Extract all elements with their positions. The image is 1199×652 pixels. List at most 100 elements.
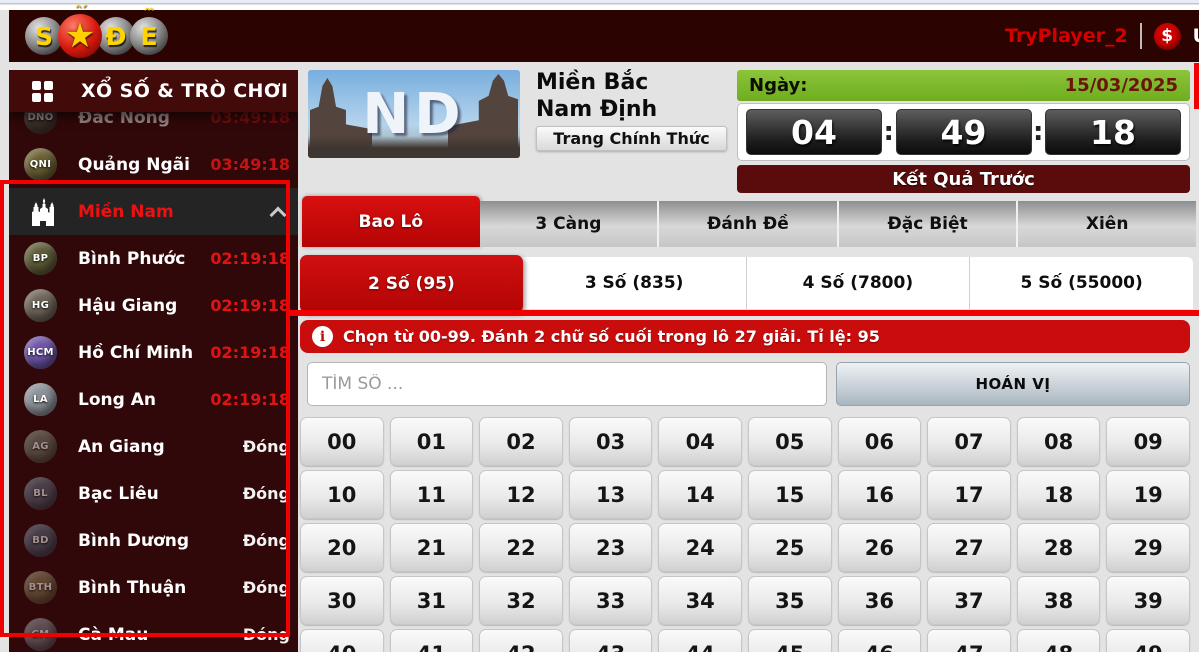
sidebar-section-mien-nam[interactable]: Miền Nam: [9, 188, 298, 235]
sidebar-province-item[interactable]: HG Hậu Giang 02:19:18: [9, 282, 298, 329]
province-status: Đóng: [242, 578, 290, 597]
username[interactable]: TryPlayer_2: [1005, 25, 1128, 47]
cathedral-base: [308, 136, 520, 158]
sidebar-province-item[interactable]: QNI Quảng Ngãi 03:49:18: [9, 141, 298, 188]
number-cell[interactable]: 00: [300, 417, 384, 466]
number-cell[interactable]: 44: [658, 629, 742, 652]
number-cell[interactable]: 45: [747, 629, 832, 652]
number-cell[interactable]: 15: [747, 470, 832, 519]
number-cell[interactable]: 31: [389, 576, 474, 625]
permute-button[interactable]: HOÁN VỊ: [836, 362, 1190, 406]
number-cell[interactable]: 01: [389, 417, 474, 466]
sidebar-province-item[interactable]: HCM Hồ Chí Minh 02:19:18: [9, 329, 298, 376]
number-cell[interactable]: 05: [747, 417, 832, 466]
number-cell[interactable]: 12: [479, 470, 563, 519]
number-cell[interactable]: 14: [658, 470, 742, 519]
number-cell[interactable]: 03: [568, 417, 653, 466]
digit-count-subtab[interactable]: 5 Số (55000): [970, 257, 1193, 309]
bet-type-tab[interactable]: 3 Càng: [479, 201, 660, 247]
province-badge-icon: BTH: [24, 571, 57, 604]
number-cell[interactable]: 17: [927, 470, 1011, 519]
province-name: An Giang: [78, 436, 165, 457]
number-cell[interactable]: 21: [389, 523, 474, 572]
sidebar-province-item[interactable]: DNO Đắc Nông 03:49:18: [9, 94, 298, 141]
number-cell[interactable]: 09: [1106, 417, 1190, 466]
number-cell[interactable]: 48: [1016, 629, 1101, 652]
bet-type-tab[interactable]: Đặc Biệt: [838, 201, 1019, 247]
province-name: Bình Phước: [78, 248, 186, 269]
search-number-input[interactable]: [307, 362, 827, 406]
number-cell[interactable]: 13: [568, 470, 653, 519]
province-name: Bình Thuận: [78, 577, 187, 598]
number-cell[interactable]: 02: [479, 417, 563, 466]
number-cell[interactable]: 43: [568, 629, 653, 652]
number-cell[interactable]: 27: [927, 523, 1011, 572]
province-photo[interactable]: ND: [308, 70, 520, 158]
bet-type-tab[interactable]: Bao Lô: [302, 196, 480, 247]
coin-icon[interactable]: $: [1153, 22, 1181, 50]
province-status: Đóng: [242, 531, 290, 550]
number-cell[interactable]: 26: [837, 523, 922, 572]
number-cell[interactable]: 39: [1106, 576, 1190, 625]
sidebar-province-item[interactable]: BTH Bình Thuận Đóng: [9, 564, 298, 611]
province-badge-label: DNO: [27, 112, 54, 123]
sidebar-province-item[interactable]: BL Bạc Liêu Đóng: [9, 470, 298, 517]
chevron-up-icon[interactable]: [269, 206, 287, 223]
number-cell[interactable]: 22: [479, 523, 563, 572]
games-grid-icon[interactable]: [32, 80, 53, 102]
digit-count-subtab[interactable]: 4 Số (7800): [747, 257, 971, 309]
number-cell[interactable]: 38: [1016, 576, 1101, 625]
number-cell[interactable]: 07: [927, 417, 1011, 466]
sidebar-section-label: Miền Nam: [78, 201, 174, 222]
header-account-area: TryPlayer_2 $ UU: [1005, 10, 1199, 62]
province-badge-icon: LA: [24, 383, 57, 416]
number-cell[interactable]: 29: [1106, 523, 1190, 572]
number-cell[interactable]: 40: [300, 629, 384, 652]
top-header-bar: S ★ ˆˊ Đ E ˆˋ TryPlayer_2: [9, 3, 1199, 62]
sidebar-province-item[interactable]: BD Bình Dương Đóng: [9, 517, 298, 564]
number-cell[interactable]: 24: [658, 523, 742, 572]
bet-type-tab[interactable]: Xiên: [1018, 201, 1196, 247]
official-page-badge: Trang Chính Thức: [536, 126, 727, 151]
number-cell[interactable]: 11: [389, 470, 474, 519]
number-cell[interactable]: 46: [837, 629, 922, 652]
sidebar-province-item[interactable]: LA Long An 02:19:18: [9, 376, 298, 423]
logo-letter: Đ: [105, 21, 127, 51]
number-cell[interactable]: 19: [1106, 470, 1190, 519]
countdown-seconds: 18: [1045, 109, 1181, 155]
number-cell[interactable]: 16: [837, 470, 922, 519]
province-status: 02:19:18: [210, 390, 290, 409]
number-cell[interactable]: 33: [568, 576, 653, 625]
number-cell[interactable]: 41: [389, 629, 474, 652]
number-cell[interactable]: 36: [837, 576, 922, 625]
number-cell[interactable]: 47: [927, 629, 1011, 652]
number-cell[interactable]: 04: [658, 417, 742, 466]
number-cell[interactable]: 49: [1106, 629, 1190, 652]
site-logo[interactable]: S ★ ˆˊ Đ E ˆˋ: [25, 3, 168, 59]
sidebar-header: XỔ SỐ & TRÒ CHƠI: [9, 70, 298, 112]
number-cell[interactable]: 18: [1016, 470, 1101, 519]
subtab-label: 4 Số (7800): [802, 273, 914, 293]
number-cell[interactable]: 10: [300, 470, 384, 519]
sidebar-province-item[interactable]: AG An Giang Đóng: [9, 423, 298, 470]
number-cell[interactable]: 32: [479, 576, 563, 625]
digit-count-subtab[interactable]: 3 Số (835): [523, 257, 747, 309]
number-cell[interactable]: 06: [837, 417, 922, 466]
balance-text: UU: [1193, 25, 1199, 47]
bet-type-tab[interactable]: Đánh Đề: [659, 201, 839, 247]
number-cell[interactable]: 28: [1016, 523, 1101, 572]
digit-count-subtab[interactable]: 2 Số (95): [300, 255, 523, 313]
number-cell[interactable]: 08: [1016, 417, 1101, 466]
number-cell[interactable]: 20: [300, 523, 384, 572]
number-cell[interactable]: 37: [927, 576, 1011, 625]
number-cell[interactable]: 34: [658, 576, 742, 625]
previous-results-button[interactable]: Kết Quả Trước: [737, 165, 1190, 193]
sidebar-province-item[interactable]: CM Cà Mau Đóng: [9, 611, 298, 652]
number-cell[interactable]: 23: [568, 523, 653, 572]
number-cell[interactable]: 35: [747, 576, 832, 625]
sidebar-province-item[interactable]: BP Bình Phước 02:19:18: [9, 235, 298, 282]
province-title: Nam Định: [536, 97, 658, 122]
number-cell[interactable]: 30: [300, 576, 384, 625]
number-cell[interactable]: 25: [747, 523, 832, 572]
number-cell[interactable]: 42: [479, 629, 563, 652]
